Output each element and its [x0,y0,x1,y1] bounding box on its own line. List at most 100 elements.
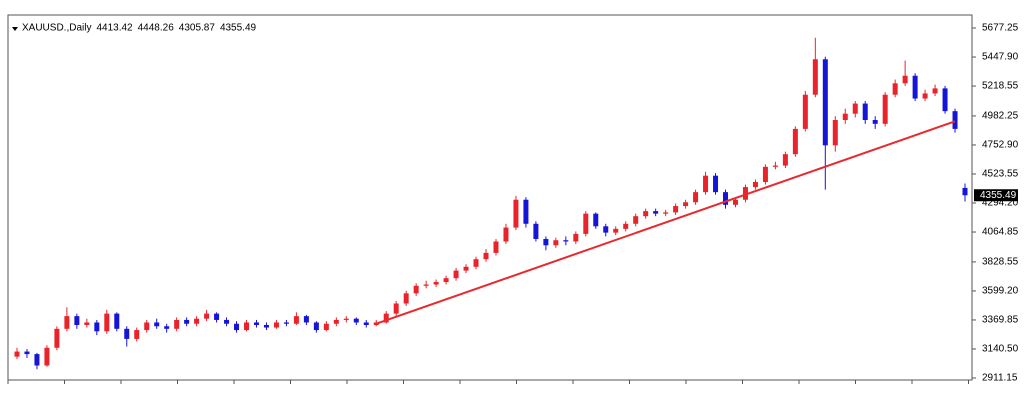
candle-body [872,120,878,124]
candle-body [952,111,958,129]
header-high: 4448.26 [138,23,175,34]
candle-body [333,319,339,324]
candle-body [204,313,210,319]
candle-body [124,328,130,339]
candle-body [194,318,200,324]
candle-body [513,199,519,228]
candle-body [84,322,90,326]
y-tick-label: 4294.20 [982,198,1019,209]
candle-body [732,199,738,205]
candle-body [174,319,180,329]
candle-body [842,113,848,121]
candle-body [453,270,459,279]
candle-body [792,128,798,155]
candle-body [762,166,768,183]
y-tick-label: 4064.85 [982,227,1019,238]
candle-body [383,313,389,323]
y-tick-label: 3599.20 [982,286,1019,297]
y-tick-label: 4982.25 [982,111,1019,122]
candle-body [234,323,240,331]
candle-body [343,318,349,320]
candle-body [563,240,569,242]
last-price-box [974,189,1018,202]
candle-body [623,223,629,229]
candle-body [403,293,409,304]
candle-body [752,182,758,188]
candle-body [164,326,170,329]
candle-body [862,103,868,121]
candle-body [822,59,828,146]
candle-body [433,281,439,285]
candle-body [493,241,499,253]
y-tick-label: 4523.55 [982,169,1019,180]
y-tick-label: 3140.50 [982,344,1019,355]
candle-body [892,83,898,95]
candle-body [423,284,429,286]
candle-body [812,59,818,95]
candle-body [144,322,150,331]
candle-body [244,322,250,331]
trendline [375,120,956,325]
candle-body [393,303,399,314]
candle-body [832,120,838,146]
candle-body [922,93,928,99]
candle-body [283,322,289,324]
y-tick-label: 3828.55 [982,257,1019,268]
candle-body [214,313,220,320]
candle-body [323,323,329,331]
candle-body [104,313,110,332]
candle-body [363,322,369,326]
candle-body [643,211,649,217]
menu-arrow [12,27,18,31]
candle-body [633,216,639,224]
candle-body [463,266,469,271]
candle-body [593,213,599,227]
candle-body [253,322,259,326]
candle-body [583,213,589,234]
header-close: 4355.49 [220,23,257,34]
candle-body [263,325,269,328]
candle-body [902,75,908,84]
candle-body [134,330,140,339]
candle-body [44,347,50,366]
y-tick-label: 5447.90 [982,52,1019,63]
candle-body [912,75,918,99]
candle-body [24,351,30,355]
candle-body [94,322,100,332]
candle-body [503,227,509,242]
candle-body [54,328,60,348]
candle-body [184,319,190,324]
candle-body [114,313,120,329]
candle-body [703,175,709,193]
candle-body [653,211,659,214]
candle-body [154,322,160,327]
candle-body [64,316,70,329]
candle-body [782,154,788,166]
header-low: 4305.87 [179,23,216,34]
candle-body [14,351,20,357]
candle-body [224,319,230,324]
candle-body [713,175,719,193]
candle-body [683,202,689,207]
candle-body [802,94,808,129]
candle-body [533,223,539,239]
header-open: 4413.42 [96,23,133,34]
candle-body [673,206,679,213]
candle-body [303,316,309,323]
y-tick-label: 5218.55 [982,81,1019,92]
candle-body [443,278,449,282]
candle-body [693,192,699,203]
candle-body [613,228,619,233]
candle-body [34,354,40,366]
candle-body [353,318,359,323]
candle-body [663,212,669,214]
plot-frame [7,14,973,381]
candle-body [473,259,479,267]
y-tick-label: 5677.25 [982,23,1019,34]
candle-body [313,322,319,331]
candle-body [852,103,858,114]
candle-body [543,238,549,246]
candle-body [942,88,948,112]
